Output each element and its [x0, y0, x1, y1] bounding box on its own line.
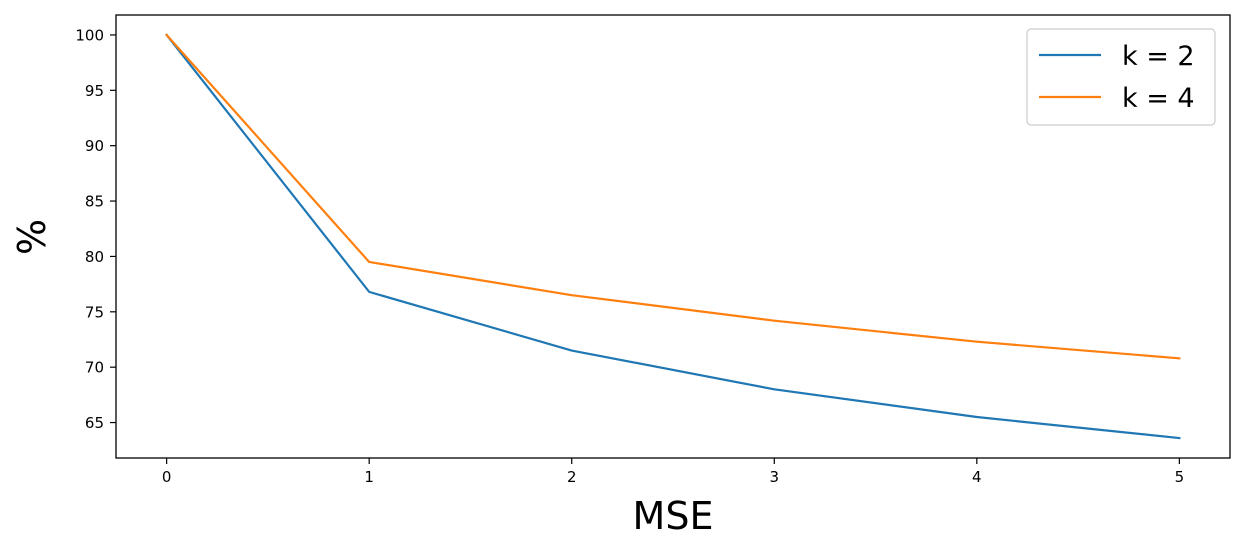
y-tick-label: 100: [75, 26, 104, 44]
series-layer: [165, 33, 1181, 440]
x-axis-label: MSE: [633, 494, 714, 538]
series-line-1: [165, 33, 1181, 440]
x-tick-label: 4: [972, 468, 982, 486]
plot-frame: [115, 14, 1231, 459]
x-tick-label: 0: [162, 468, 172, 486]
y-tick-label: 85: [85, 193, 104, 211]
x-tick-label: 3: [769, 468, 779, 486]
y-tick-label: 65: [85, 414, 104, 432]
x-tick-label: 1: [364, 468, 374, 486]
y-tick-label: 95: [85, 82, 104, 100]
legend: k = 2 k = 4: [1026, 28, 1216, 126]
y-tick-label: 75: [85, 303, 104, 321]
legend-label-2: k = 4: [1122, 83, 1195, 114]
y-axis-label: %: [10, 219, 54, 255]
y-tick-label: 80: [85, 248, 104, 266]
y-tick-label: 90: [85, 137, 104, 155]
y-axis-ticks: 65 70 75 80 85 90 95 100: [75, 26, 116, 432]
y-tick-label: 70: [85, 359, 104, 377]
series-line-2: [165, 33, 1181, 360]
legend-label-1: k = 2: [1122, 41, 1195, 72]
x-tick-label: 2: [567, 468, 577, 486]
x-axis-ticks: 0 1 2 3 4 5: [162, 458, 1184, 486]
legend-box: [1026, 28, 1216, 126]
x-tick-label: 5: [1175, 468, 1185, 486]
